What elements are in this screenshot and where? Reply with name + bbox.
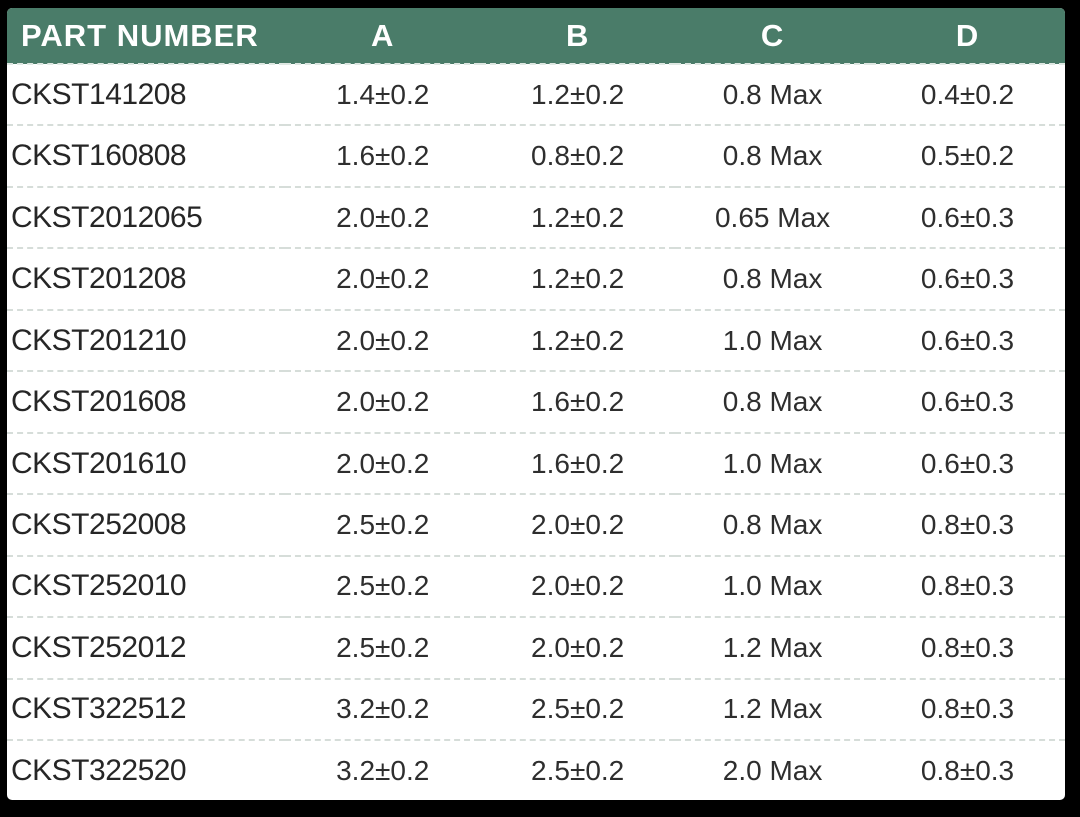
table-row: CKST201608 2.0±0.2 1.6±0.2 0.8 Max 0.6±0…	[7, 371, 1065, 432]
dim-b-cell: 2.0±0.2	[531, 631, 625, 663]
dim-a-cell: 3.2±0.2	[336, 693, 430, 725]
dim-c-cell: 1.0 Max	[722, 324, 823, 356]
dim-c-cell: 0.8 Max	[722, 386, 823, 418]
dim-d-cell: 0.4±0.2	[920, 78, 1015, 110]
part-number-cell: CKST201610	[11, 446, 187, 480]
dim-c-cell: 1.0 Max	[722, 447, 823, 479]
dim-a-cell: 2.0±0.2	[336, 201, 430, 233]
part-number-cell: CKST322520	[11, 753, 187, 787]
col-header-a: A	[285, 8, 481, 64]
dim-d-cell: 0.6±0.3	[920, 263, 1015, 295]
table-row: CKST201210 2.0±0.2 1.2±0.2 1.0 Max 0.6±0…	[7, 309, 1065, 371]
col-header-d: D	[870, 8, 1065, 64]
dim-c-cell: 2.0 Max	[722, 754, 823, 786]
dim-a-cell: 2.0±0.2	[336, 324, 430, 356]
dim-d-cell: 0.8±0.3	[920, 754, 1015, 786]
table-header-row: PART NUMBER A B C D	[7, 8, 1065, 64]
dim-c-cell: 0.8 Max	[722, 78, 823, 110]
dim-b-cell: 1.2±0.2	[531, 263, 625, 295]
part-number-cell: CKST252008	[11, 508, 187, 542]
table-row: CKST322512 3.2±0.2 2.5±0.2 1.2 Max 0.8±0…	[7, 678, 1065, 740]
dim-b-cell: 2.5±0.2	[531, 693, 625, 725]
part-number-cell: CKST141208	[11, 77, 187, 111]
dim-a-cell: 2.5±0.2	[336, 631, 430, 663]
dim-c-cell: 0.8 Max	[722, 509, 823, 541]
dim-b-cell: 0.8±0.2	[531, 140, 625, 172]
dim-a-cell: 3.2±0.2	[336, 754, 430, 786]
dim-d-cell: 0.8±0.3	[920, 631, 1015, 663]
part-number-cell: CKST201608	[11, 385, 187, 419]
dim-a-cell: 1.6±0.2	[336, 140, 430, 172]
table-row: CKST252012 2.5±0.2 2.0±0.2 1.2 Max 0.8±0…	[7, 617, 1065, 678]
part-number-cell: CKST160808	[11, 139, 187, 173]
dim-d-cell: 0.6±0.3	[920, 447, 1015, 479]
dim-a-cell: 2.5±0.2	[336, 570, 430, 602]
dim-d-cell: 0.6±0.3	[920, 324, 1015, 356]
dim-b-cell: 1.6±0.2	[531, 386, 625, 418]
dim-a-cell: 2.0±0.2	[336, 447, 430, 479]
table-row: CKST141208 1.4±0.2 1.2±0.2 0.8 Max 0.4±0…	[7, 64, 1065, 125]
table-row: CKST201208 2.0±0.2 1.2±0.2 0.8 Max 0.6±0…	[7, 248, 1065, 309]
dim-c-cell: 1.0 Max	[722, 570, 823, 602]
dim-b-cell: 1.6±0.2	[531, 447, 625, 479]
table-row: CKST252008 2.5±0.2 2.0±0.2 0.8 Max 0.8±0…	[7, 494, 1065, 555]
table-row: CKST201610 2.0±0.2 1.6±0.2 1.0 Max 0.6±0…	[7, 432, 1065, 494]
dim-d-cell: 0.5±0.2	[920, 140, 1015, 172]
dim-c-cell: 0.8 Max	[722, 140, 823, 172]
part-number-cell: CKST2012065	[11, 200, 203, 234]
part-number-cell: CKST252010	[11, 569, 187, 603]
dim-c-cell: 1.2 Max	[722, 693, 823, 725]
table-row: CKST2012065 2.0±0.2 1.2±0.2 0.65 Max 0.6…	[7, 186, 1065, 248]
table-row: CKST252010 2.5±0.2 2.0±0.2 1.0 Max 0.8±0…	[7, 555, 1065, 617]
dim-a-cell: 2.0±0.2	[336, 386, 430, 418]
dim-b-cell: 1.2±0.2	[531, 324, 625, 356]
part-number-cell: CKST201208	[11, 262, 187, 296]
part-number-cell: CKST322512	[11, 692, 187, 726]
table-row: CKST322520 3.2±0.2 2.5±0.2 2.0 Max 0.8±0…	[7, 740, 1065, 800]
dim-b-cell: 2.0±0.2	[531, 509, 625, 541]
dim-a-cell: 2.0±0.2	[336, 263, 430, 295]
dim-d-cell: 0.8±0.3	[920, 509, 1015, 541]
dim-a-cell: 2.5±0.2	[336, 509, 430, 541]
dim-c-cell: 0.65 Max	[714, 201, 831, 233]
dim-c-cell: 1.2 Max	[722, 631, 823, 663]
dim-c-cell: 0.8 Max	[722, 263, 823, 295]
dim-d-cell: 0.8±0.3	[920, 570, 1015, 602]
dim-b-cell: 2.0±0.2	[531, 570, 625, 602]
dim-b-cell: 1.2±0.2	[531, 78, 625, 110]
table-row: CKST160808 1.6±0.2 0.8±0.2 0.8 Max 0.5±0…	[7, 125, 1065, 186]
spec-table-frame: PART NUMBER A B C D CKST141208 1.4±0.2 1…	[7, 8, 1065, 800]
part-dimension-table: PART NUMBER A B C D CKST141208 1.4±0.2 1…	[7, 8, 1065, 800]
dim-d-cell: 0.8±0.3	[920, 693, 1015, 725]
dim-b-cell: 1.2±0.2	[531, 201, 625, 233]
dim-a-cell: 1.4±0.2	[336, 78, 430, 110]
dim-d-cell: 0.6±0.3	[920, 386, 1015, 418]
table-body: CKST141208 1.4±0.2 1.2±0.2 0.8 Max 0.4±0…	[7, 64, 1065, 800]
part-number-cell: CKST252012	[11, 630, 187, 664]
dim-d-cell: 0.6±0.3	[920, 201, 1015, 233]
col-header-b: B	[480, 8, 676, 64]
col-header-part-number: PART NUMBER	[7, 8, 286, 64]
part-number-cell: CKST201210	[11, 323, 187, 357]
col-header-c: C	[675, 8, 871, 64]
dim-b-cell: 2.5±0.2	[531, 754, 625, 786]
